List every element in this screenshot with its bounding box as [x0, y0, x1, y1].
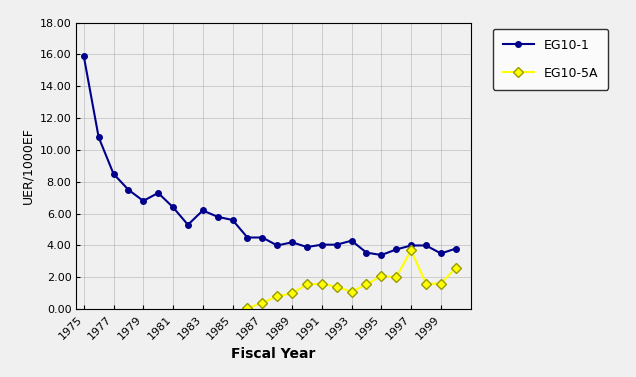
EG10-1 — [244, 235, 251, 240]
EG10-5A — [437, 281, 445, 286]
X-axis label: Fiscal Year: Fiscal Year — [232, 347, 315, 361]
EG10-1 — [318, 242, 326, 247]
EG10-5A — [244, 306, 251, 311]
EG10-5A — [363, 282, 370, 287]
EG10-1 — [303, 245, 311, 249]
EG10-1 — [95, 135, 102, 139]
EG10-1 — [169, 205, 177, 210]
EG10-1 — [378, 253, 385, 257]
EG10-5A — [333, 285, 340, 289]
EG10-1 — [214, 215, 221, 219]
EG10-1 — [125, 187, 132, 192]
EG10-1 — [199, 208, 207, 213]
EG10-1 — [407, 243, 415, 248]
EG10-5A — [318, 281, 326, 286]
EG10-1 — [184, 222, 191, 227]
EG10-5A — [348, 290, 356, 294]
EG10-1 — [155, 191, 162, 195]
Y-axis label: UER/1000EF: UER/1000EF — [21, 127, 34, 204]
EG10-5A — [422, 281, 430, 286]
EG10-1 — [392, 247, 400, 252]
Legend: EG10-1, EG10-5A: EG10-1, EG10-5A — [493, 29, 609, 90]
EG10-1 — [437, 251, 445, 256]
EG10-1 — [229, 218, 237, 222]
EG10-1 — [452, 247, 460, 251]
Line: EG10-1: EG10-1 — [81, 53, 459, 258]
EG10-1 — [333, 242, 340, 247]
EG10-5A — [303, 282, 311, 287]
EG10-5A — [288, 291, 296, 296]
Line: EG10-5A: EG10-5A — [244, 247, 459, 312]
EG10-1 — [273, 243, 281, 248]
EG10-1 — [109, 172, 117, 176]
EG10-5A — [392, 275, 400, 280]
EG10-1 — [422, 243, 430, 248]
EG10-1 — [80, 54, 88, 58]
EG10-1 — [258, 235, 266, 240]
EG10-1 — [363, 250, 370, 255]
EG10-5A — [273, 294, 281, 299]
EG10-5A — [258, 300, 266, 305]
EG10-5A — [407, 248, 415, 253]
EG10-1 — [348, 238, 356, 243]
EG10-1 — [288, 240, 296, 245]
EG10-5A — [452, 265, 460, 270]
EG10-5A — [378, 273, 385, 278]
EG10-1 — [139, 199, 147, 203]
